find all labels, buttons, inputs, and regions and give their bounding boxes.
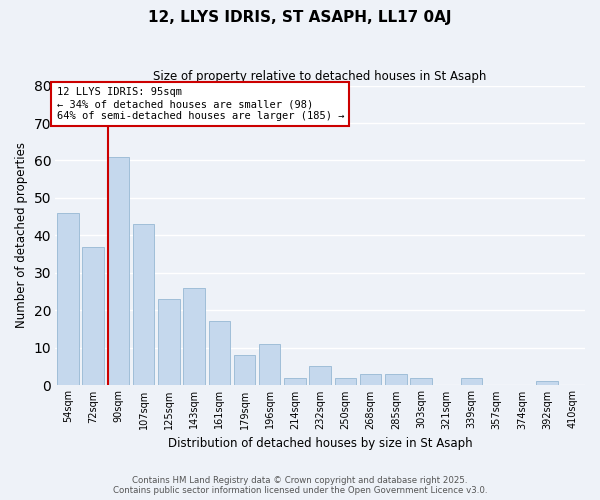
X-axis label: Distribution of detached houses by size in St Asaph: Distribution of detached houses by size … <box>168 437 472 450</box>
Bar <box>310 366 331 385</box>
Text: 12, LLYS IDRIS, ST ASAPH, LL17 0AJ: 12, LLYS IDRIS, ST ASAPH, LL17 0AJ <box>148 10 452 25</box>
Bar <box>536 382 558 385</box>
Bar <box>259 344 280 385</box>
Bar <box>284 378 305 385</box>
Bar <box>335 378 356 385</box>
Y-axis label: Number of detached properties: Number of detached properties <box>15 142 28 328</box>
Bar <box>209 322 230 385</box>
Text: Contains HM Land Registry data © Crown copyright and database right 2025.
Contai: Contains HM Land Registry data © Crown c… <box>113 476 487 495</box>
Bar <box>107 156 129 385</box>
Bar <box>184 288 205 385</box>
Bar <box>410 378 432 385</box>
Bar <box>385 374 407 385</box>
Title: Size of property relative to detached houses in St Asaph: Size of property relative to detached ho… <box>154 70 487 83</box>
Bar <box>234 355 255 385</box>
Text: 12 LLYS IDRIS: 95sqm
← 34% of detached houses are smaller (98)
64% of semi-detac: 12 LLYS IDRIS: 95sqm ← 34% of detached h… <box>56 88 344 120</box>
Bar <box>360 374 382 385</box>
Bar <box>158 299 179 385</box>
Bar <box>133 224 154 385</box>
Bar <box>57 213 79 385</box>
Bar <box>461 378 482 385</box>
Bar <box>82 246 104 385</box>
